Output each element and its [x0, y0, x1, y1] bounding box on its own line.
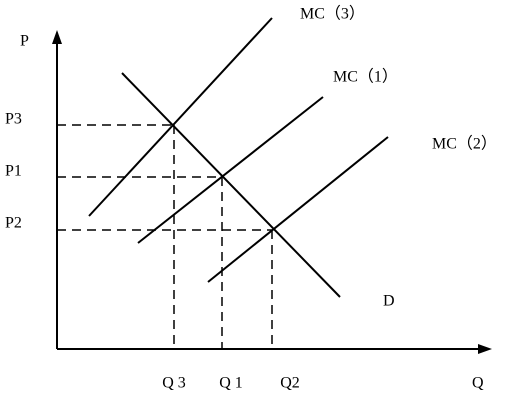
mc3-curve	[88, 17, 273, 217]
curve-label: MC（3）	[300, 5, 365, 23]
mc2-curve	[207, 136, 389, 283]
price-label: P3	[5, 111, 22, 128]
mc1-curve	[137, 96, 324, 244]
demand-curve	[121, 72, 341, 298]
quantity-label: Q 3	[162, 375, 186, 392]
quantity-label: Q 1	[219, 375, 243, 392]
curve-label: MC（1）	[333, 68, 398, 86]
quantity-label: Q2	[280, 375, 300, 392]
axes	[52, 30, 492, 354]
guides	[57, 124, 273, 349]
price-label: P2	[5, 215, 22, 232]
y-arrow	[52, 30, 62, 44]
price-label: P1	[5, 163, 22, 180]
x-arrow	[478, 344, 492, 354]
curve-label: D	[383, 293, 395, 310]
curve-label: MC（2）	[432, 135, 497, 153]
curves	[88, 17, 389, 298]
axis-label: P	[20, 33, 29, 50]
axis-label: Q	[472, 375, 484, 392]
